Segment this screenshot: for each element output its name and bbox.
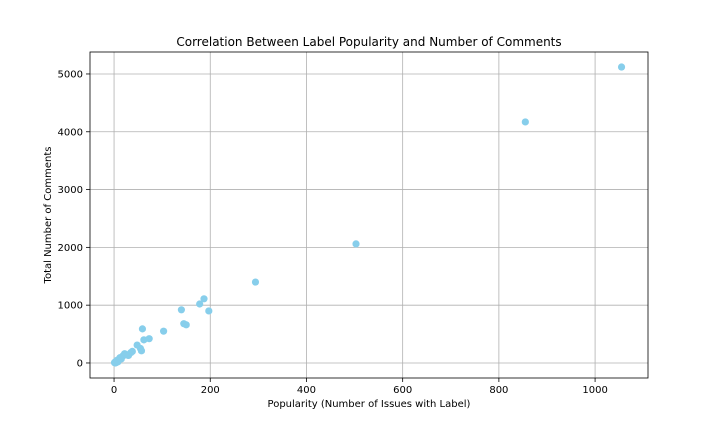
data-point	[146, 335, 153, 342]
y-tick-label: 2000	[58, 243, 83, 254]
x-tick-label: 0	[111, 385, 117, 396]
data-point	[160, 328, 167, 335]
x-tick-label: 800	[489, 385, 508, 396]
x-tick-label: 600	[393, 385, 412, 396]
y-tick-label: 3000	[58, 185, 83, 196]
data-point	[139, 325, 146, 332]
x-axis-label: Popularity (Number of Issues with Label)	[268, 399, 471, 410]
data-point	[183, 321, 190, 328]
data-point	[200, 295, 207, 302]
data-point	[618, 63, 625, 70]
chart-title: Correlation Between Label Popularity and…	[176, 35, 561, 49]
x-tick-label: 400	[297, 385, 316, 396]
data-point	[522, 118, 529, 125]
data-point	[138, 347, 145, 354]
y-tick-label: 1000	[58, 301, 83, 312]
data-point	[205, 307, 212, 314]
data-point	[178, 306, 185, 313]
y-tick-label: 4000	[58, 127, 83, 138]
data-point	[352, 240, 359, 247]
y-tick-label: 5000	[58, 69, 83, 80]
x-tick-label: 200	[201, 385, 220, 396]
y-axis-label: Total Number of Comments	[43, 147, 54, 285]
data-point	[252, 278, 259, 285]
x-tick-label: 1000	[582, 385, 607, 396]
data-point	[129, 348, 136, 355]
y-tick-label: 0	[77, 358, 83, 369]
